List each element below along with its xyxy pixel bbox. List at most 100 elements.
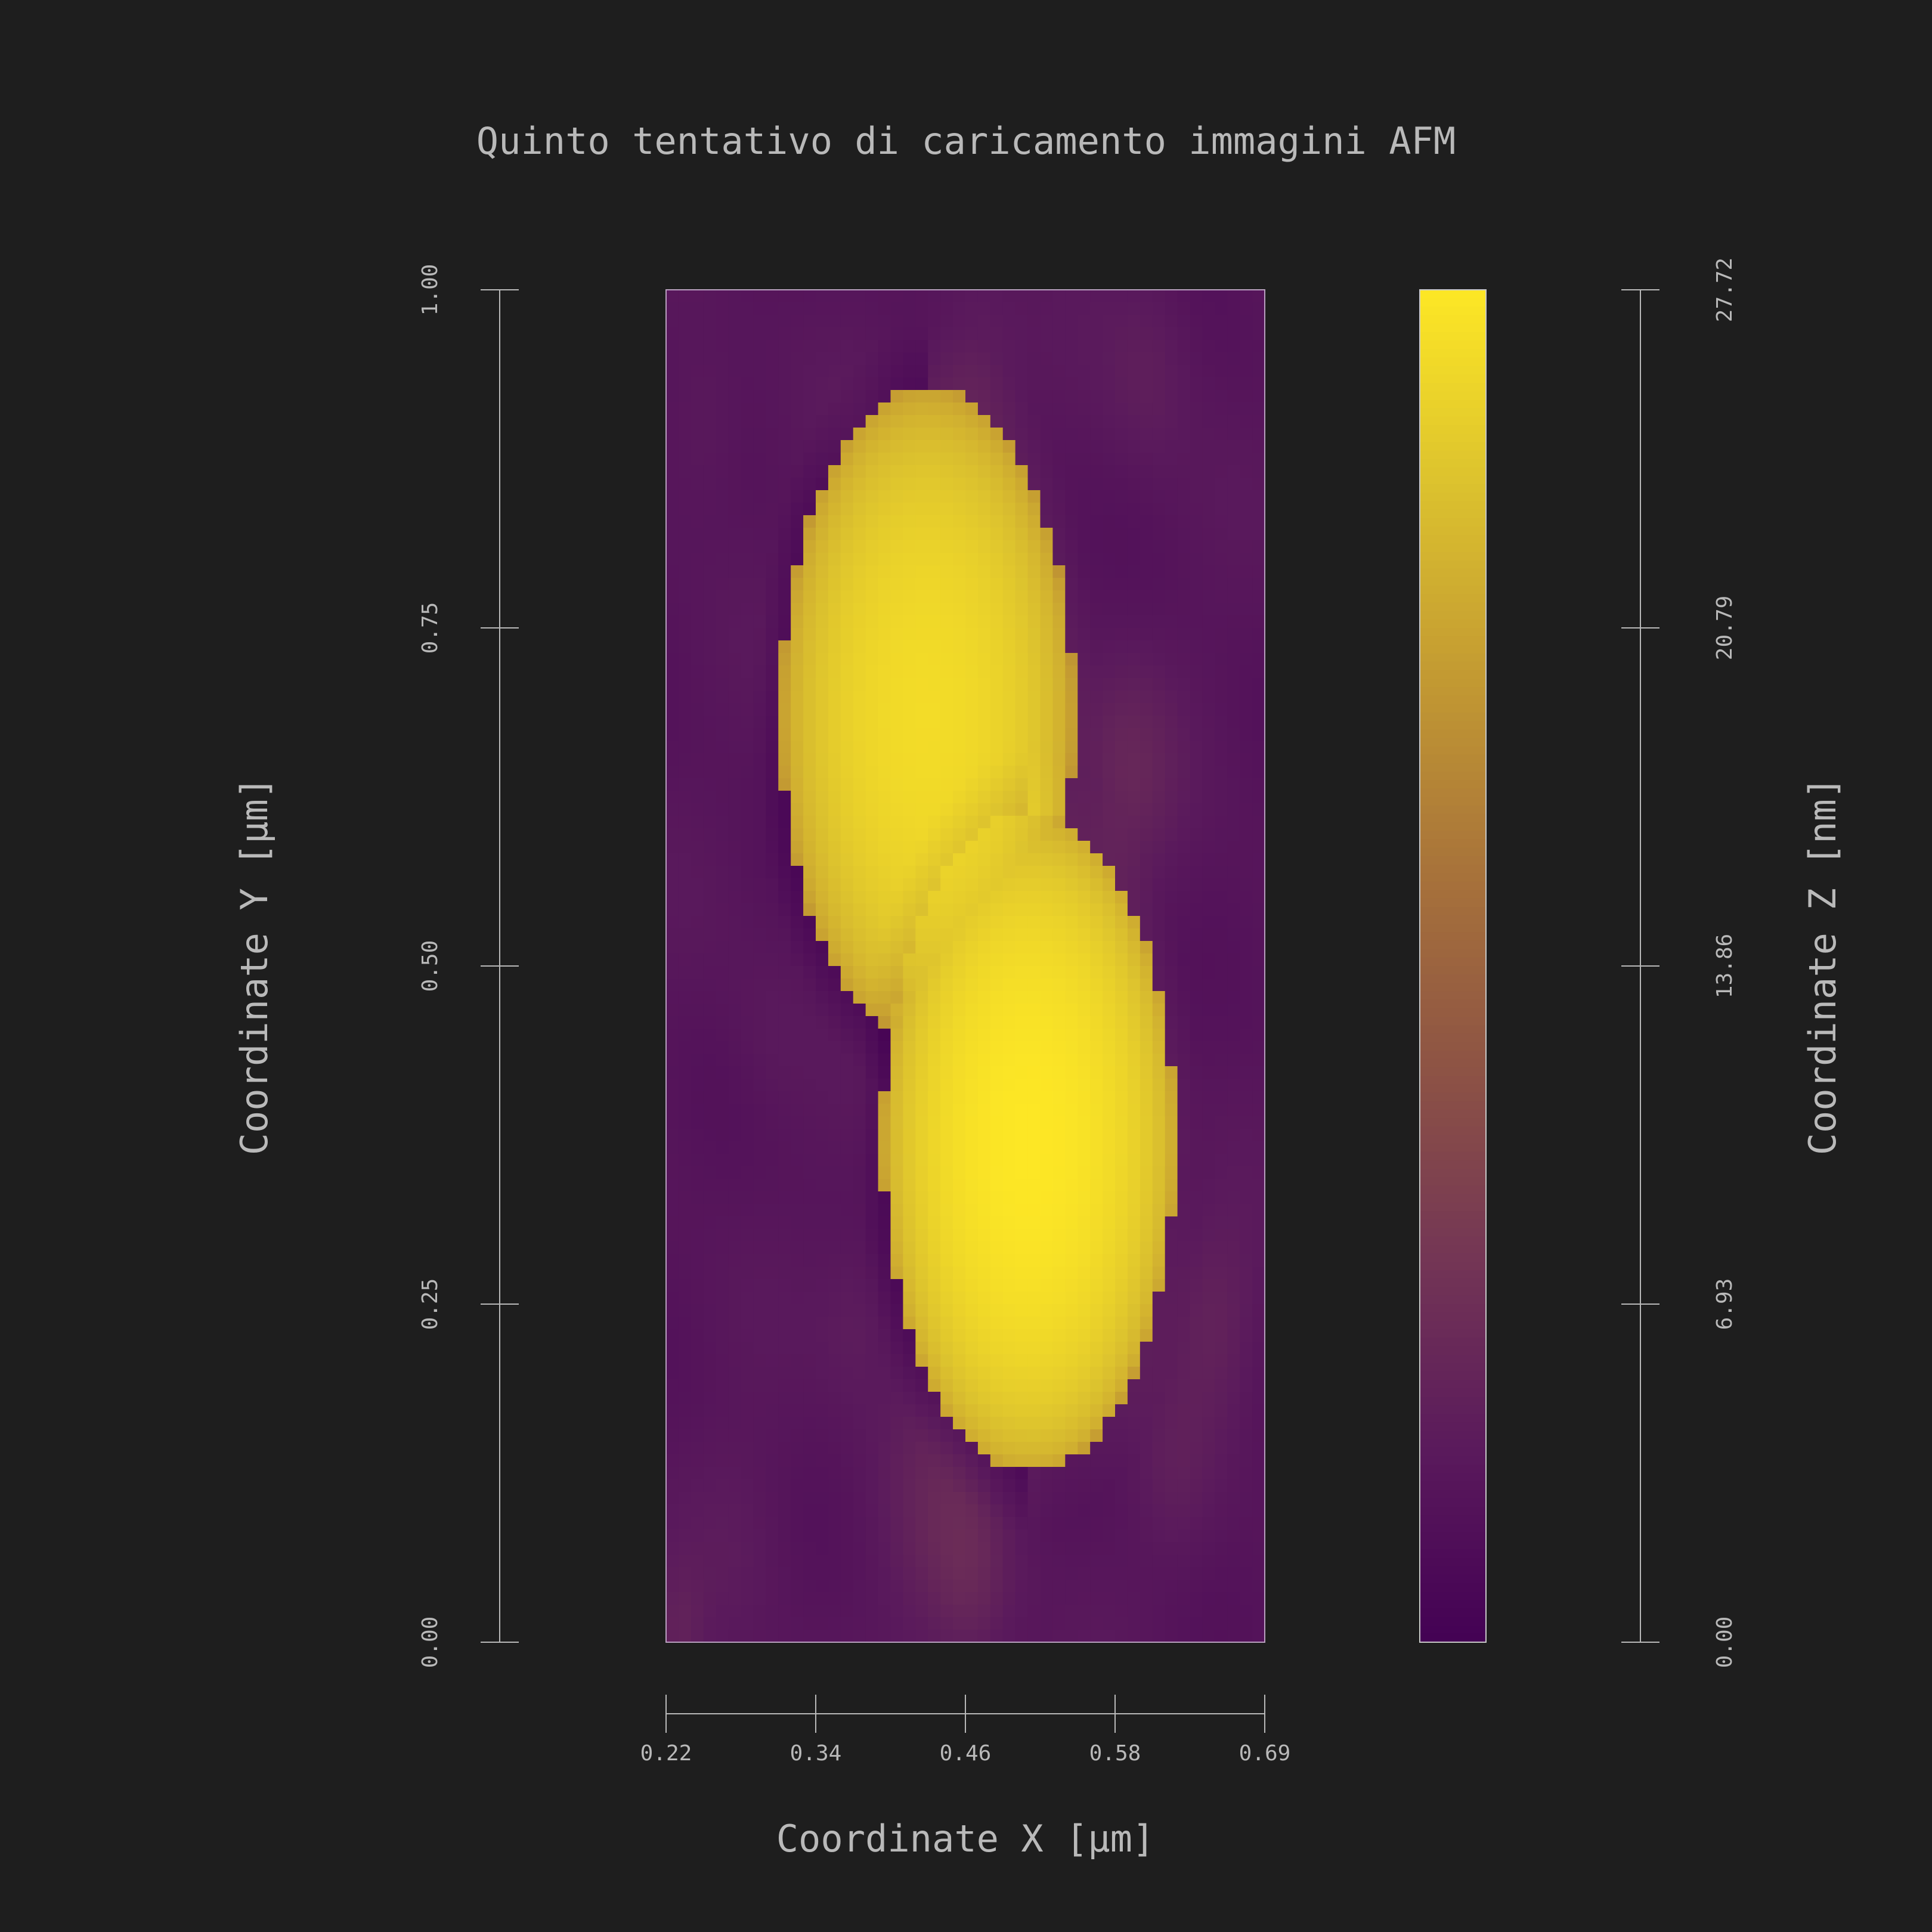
heatmap-cell [878, 991, 891, 1004]
heatmap-cell [1202, 1542, 1215, 1555]
heatmap-cell [741, 1129, 754, 1142]
heatmap-cell [1115, 1279, 1128, 1292]
heatmap-cell [1052, 1116, 1066, 1129]
heatmap-cell [1215, 903, 1228, 917]
heatmap-cell [1027, 1104, 1041, 1117]
heatmap-cell [741, 953, 754, 967]
heatmap-cell [1065, 1555, 1078, 1568]
heatmap-cell [666, 1241, 679, 1255]
heatmap-cell [691, 377, 704, 391]
heatmap-cell [1115, 1191, 1128, 1205]
heatmap-cell [928, 1517, 941, 1530]
heatmap-cell [1002, 628, 1016, 641]
heatmap-cell [816, 1267, 829, 1280]
heatmap-cell [791, 352, 804, 366]
heatmap-cell [803, 803, 816, 816]
heatmap-cell [828, 1079, 841, 1092]
heatmap-cell [716, 703, 729, 716]
heatmap-cell [828, 916, 841, 929]
heatmap-cell [1165, 352, 1178, 366]
heatmap-cell [741, 1267, 754, 1280]
heatmap-cell [928, 1567, 941, 1580]
heatmap-cell [1027, 1442, 1041, 1455]
heatmap-cell [1103, 1379, 1116, 1392]
heatmap-cell [1052, 453, 1066, 466]
heatmap-cell [903, 1079, 916, 1092]
heatmap-cell [1202, 728, 1215, 741]
heatmap-cell [878, 1091, 891, 1104]
heatmap-cell [928, 1016, 941, 1029]
heatmap-cell [940, 678, 953, 691]
heatmap-cell [803, 678, 816, 691]
heatmap-cell [1090, 979, 1103, 992]
heatmap-cell [778, 716, 791, 729]
heatmap-cell [1052, 565, 1066, 578]
heatmap-cell [1165, 678, 1178, 691]
heatmap-cell [1165, 1404, 1178, 1417]
heatmap-cell [990, 453, 1004, 466]
heatmap-cell [928, 753, 941, 766]
heatmap-cell [728, 578, 742, 591]
heatmap-cell [965, 1016, 979, 1029]
heatmap-cell [828, 791, 841, 804]
heatmap-cell [878, 553, 891, 566]
heatmap-cell [1240, 565, 1253, 578]
heatmap-cell [928, 1091, 941, 1104]
heatmap-cell [691, 1530, 704, 1543]
heatmap-cell [1252, 1367, 1265, 1380]
heatmap-cell [1103, 1166, 1116, 1179]
heatmap-cell [1252, 1467, 1265, 1480]
heatmap-cell [728, 1417, 742, 1430]
heatmap-cell [953, 515, 966, 528]
heatmap-cell [990, 1141, 1004, 1154]
heatmap-cell [1103, 916, 1116, 929]
heatmap-cell [1115, 1530, 1128, 1543]
heatmap-cell [1165, 1442, 1178, 1455]
heatmap-cell [1052, 1066, 1066, 1079]
heatmap-cell [766, 1580, 779, 1593]
heatmap-cell [1190, 1079, 1203, 1092]
heatmap-cell [1215, 1166, 1228, 1179]
heatmap-cell [890, 741, 904, 754]
heatmap-cell [778, 791, 791, 804]
heatmap-cell [1165, 1567, 1178, 1580]
heatmap-cell [1065, 1504, 1078, 1518]
heatmap-cell [1040, 728, 1054, 741]
heatmap-cell [940, 590, 953, 603]
heatmap-cell [1027, 1179, 1041, 1192]
heatmap-cell [1002, 1392, 1016, 1405]
heatmap-cell [778, 891, 791, 904]
heatmap-cell [666, 878, 679, 891]
heatmap-cell [1040, 853, 1054, 866]
heatmap-cell [766, 653, 779, 666]
heatmap-cell [1065, 841, 1078, 854]
heatmap-cell [1165, 1079, 1178, 1092]
heatmap-cell [728, 866, 742, 879]
heatmap-cell [928, 540, 941, 553]
heatmap-cell [865, 1016, 879, 1029]
heatmap-cell [953, 1542, 966, 1555]
heatmap-cell [965, 1442, 979, 1455]
heatmap-cell [840, 453, 854, 466]
heatmap-cell [1252, 352, 1265, 366]
heatmap-cell [1015, 327, 1029, 340]
heatmap-cell [1115, 1016, 1128, 1029]
heatmap-cell [778, 1467, 791, 1480]
heatmap-cell [753, 1154, 766, 1167]
heatmap-cell [1002, 390, 1016, 403]
heatmap-cell [1202, 1267, 1215, 1280]
heatmap-cell [953, 741, 966, 754]
heatmap-cell [1177, 1504, 1191, 1518]
heatmap-cell [1052, 1580, 1066, 1593]
heatmap-cell [803, 991, 816, 1004]
heatmap-cell [716, 302, 729, 315]
heatmap-cell [1177, 1179, 1191, 1192]
heatmap-cell [741, 678, 754, 691]
heatmap-cell [703, 941, 717, 954]
heatmap-cell [1078, 578, 1091, 591]
heatmap-cell [703, 791, 717, 804]
heatmap-cell [915, 1066, 928, 1079]
heatmap-cell [865, 578, 879, 591]
heatmap-cell [766, 803, 779, 816]
heatmap-cell [1115, 1079, 1128, 1092]
